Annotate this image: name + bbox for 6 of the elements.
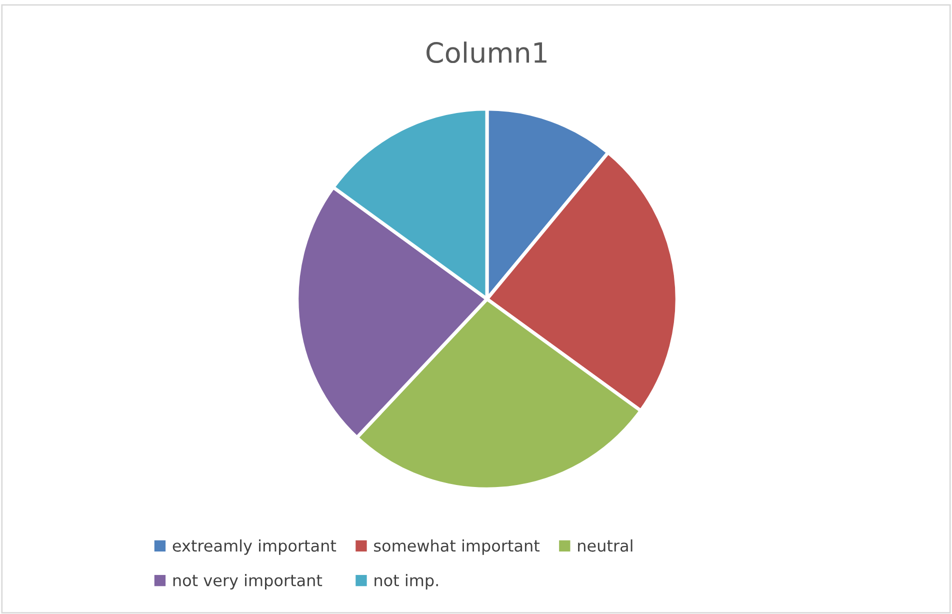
legend-label: neutral <box>578 539 632 552</box>
chart-title: Column1 <box>426 42 546 64</box>
legend-label: somewhat important <box>374 539 540 555</box>
legend-label: not very important <box>173 574 322 590</box>
legend-label: not imp. <box>374 574 438 590</box>
legend-label: extreamly important <box>172 539 336 555</box>
